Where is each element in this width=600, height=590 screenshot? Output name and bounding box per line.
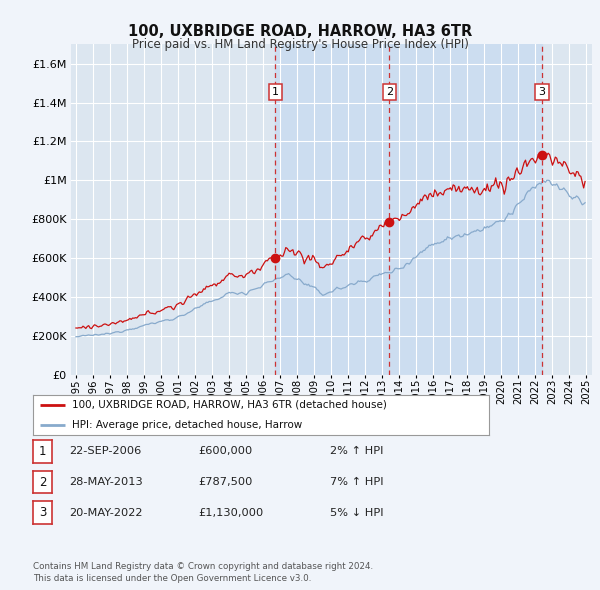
Text: 7% ↑ HPI: 7% ↑ HPI xyxy=(330,477,383,487)
Text: 2: 2 xyxy=(386,87,393,97)
Text: 2% ↑ HPI: 2% ↑ HPI xyxy=(330,447,383,456)
Text: 22-SEP-2006: 22-SEP-2006 xyxy=(69,447,141,456)
Text: £600,000: £600,000 xyxy=(198,447,252,456)
Text: 1: 1 xyxy=(272,87,279,97)
Text: 3: 3 xyxy=(39,506,46,519)
Text: Contains HM Land Registry data © Crown copyright and database right 2024.
This d: Contains HM Land Registry data © Crown c… xyxy=(33,562,373,583)
Text: £787,500: £787,500 xyxy=(198,477,253,487)
Text: Price paid vs. HM Land Registry's House Price Index (HPI): Price paid vs. HM Land Registry's House … xyxy=(131,38,469,51)
Text: HPI: Average price, detached house, Harrow: HPI: Average price, detached house, Harr… xyxy=(72,420,302,430)
Bar xyxy=(275,44,542,375)
Text: £1,130,000: £1,130,000 xyxy=(198,508,263,517)
Text: 20-MAY-2022: 20-MAY-2022 xyxy=(69,508,143,517)
Text: 1: 1 xyxy=(39,445,46,458)
Text: 100, UXBRIDGE ROAD, HARROW, HA3 6TR: 100, UXBRIDGE ROAD, HARROW, HA3 6TR xyxy=(128,24,472,38)
Text: 5% ↓ HPI: 5% ↓ HPI xyxy=(330,508,383,517)
Text: 28-MAY-2013: 28-MAY-2013 xyxy=(69,477,143,487)
Text: 2: 2 xyxy=(39,476,46,489)
Text: 100, UXBRIDGE ROAD, HARROW, HA3 6TR (detached house): 100, UXBRIDGE ROAD, HARROW, HA3 6TR (det… xyxy=(72,400,386,409)
Text: 3: 3 xyxy=(538,87,545,97)
